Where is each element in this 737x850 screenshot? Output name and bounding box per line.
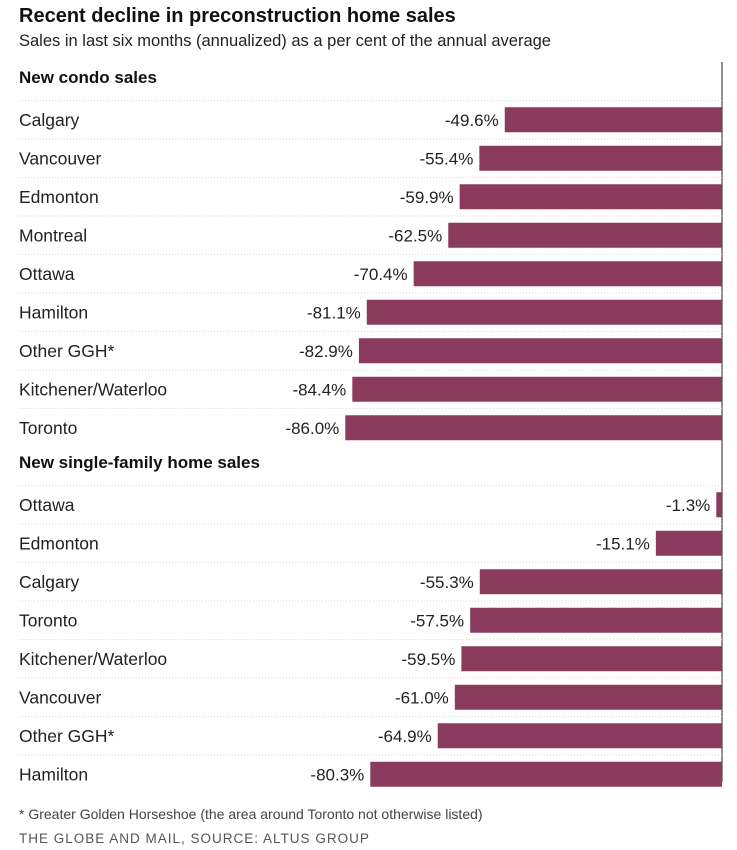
category-label: Toronto	[19, 418, 77, 438]
value-label: -61.0%	[395, 688, 449, 707]
bar	[358, 338, 722, 364]
category-label: Ottawa	[19, 264, 75, 284]
category-label: Calgary	[19, 572, 80, 592]
bar	[504, 107, 722, 133]
category-label: Other GGH*	[19, 341, 114, 361]
category-label: Ottawa	[19, 495, 75, 515]
bar	[437, 723, 722, 749]
category-label: Toronto	[19, 610, 77, 630]
chart-rows: New condo sales Calgary -49.6% Vancouver -55…	[19, 68, 722, 787]
bar	[716, 492, 722, 518]
category-label: Hamilton	[19, 302, 88, 322]
value-label: -86.0%	[285, 419, 339, 438]
bar	[352, 376, 722, 402]
category-label: Calgary	[19, 110, 80, 130]
value-label: -1.3%	[666, 496, 710, 515]
bar	[448, 222, 722, 248]
category-label: Vancouver	[19, 148, 102, 168]
value-label: -84.4%	[292, 380, 346, 399]
category-label: Montreal	[19, 225, 87, 245]
bar	[479, 145, 722, 171]
value-label: -55.4%	[419, 149, 473, 168]
category-label: Edmonton	[19, 187, 99, 207]
category-label: Kitchener/Waterloo	[19, 649, 167, 669]
value-label: -80.3%	[310, 765, 364, 784]
category-label: Edmonton	[19, 533, 99, 553]
bar	[454, 684, 722, 710]
chart-subtitle: Sales in last six months (annualized) as…	[19, 32, 551, 50]
bar	[655, 530, 722, 556]
chart-title: Recent decline in preconstruction home s…	[19, 5, 456, 27]
value-label: -81.1%	[307, 303, 361, 322]
value-label: -15.1%	[596, 534, 650, 553]
value-label: -59.5%	[402, 650, 456, 669]
value-label: -49.6%	[445, 111, 499, 130]
category-label: Other GGH*	[19, 726, 114, 746]
source-credit: THE GLOBE AND MAIL, SOURCE: ALTUS GROUP	[19, 831, 370, 846]
value-label: -70.4%	[354, 265, 408, 284]
value-label: -82.9%	[299, 342, 353, 361]
bar	[345, 415, 722, 441]
category-label: Vancouver	[19, 687, 102, 707]
value-label: -57.5%	[410, 611, 464, 630]
bar	[366, 299, 722, 325]
value-label: -55.3%	[420, 573, 474, 592]
section-header: New single-family home sales	[19, 453, 260, 472]
bar	[470, 607, 722, 633]
bar	[479, 569, 722, 595]
category-label: Hamilton	[19, 764, 88, 784]
value-label: -59.9%	[400, 188, 454, 207]
category-label: Kitchener/Waterloo	[19, 379, 167, 399]
bar	[459, 184, 722, 210]
footnote: * Greater Golden Horseshoe (the area aro…	[19, 806, 483, 822]
value-label: -62.5%	[388, 226, 442, 245]
bar	[370, 761, 722, 787]
section-header: New condo sales	[19, 68, 157, 87]
bar	[413, 261, 722, 287]
bar	[461, 646, 722, 672]
value-label: -64.9%	[378, 727, 432, 746]
